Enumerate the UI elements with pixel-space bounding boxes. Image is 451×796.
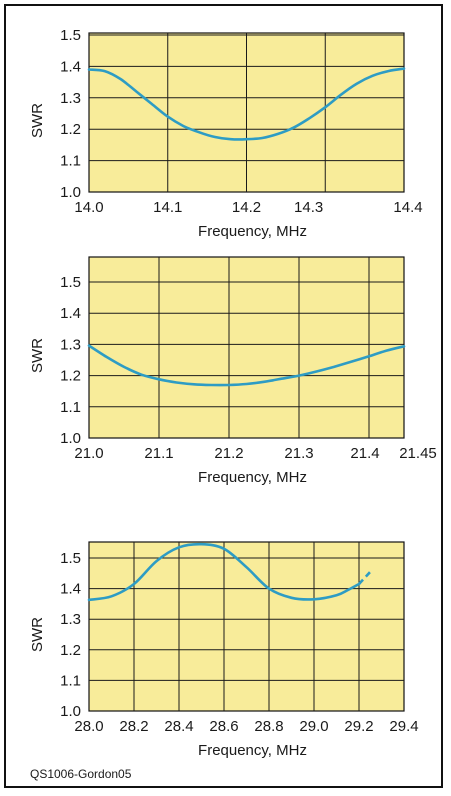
x-axis-title: Frequency, MHz [198, 223, 307, 240]
x-tick-label: 14.4 [393, 199, 422, 216]
y-tick-label: 1.4 [60, 581, 81, 598]
chart-3: 1.0 1.1 1.2 1.3 1.4 1.5 28.0 28.2 28.4 28.6 28.8 29… [29, 541, 419, 759]
y-tick-label: 1.0 [60, 703, 81, 720]
y-tick-label: 1.4 [60, 305, 81, 322]
x-tick-label: 14.1 [153, 199, 182, 216]
y-tick-label: 1.1 [60, 672, 81, 689]
y-tick-label: 1.5 [60, 274, 81, 291]
x-tick-label: 21.1 [144, 445, 173, 462]
x-tick-label: 28.8 [254, 718, 283, 735]
x-tick-label: 21.3 [284, 445, 313, 462]
x-axis-title: Frequency, MHz [198, 469, 307, 486]
y-tick-label: 1.1 [60, 399, 81, 416]
y-tick-label: 1.2 [60, 121, 81, 138]
y-tick-label: 1.3 [60, 611, 81, 628]
y-tick-label: 1.0 [60, 430, 81, 447]
y-tick-label: 1.5 [60, 550, 81, 567]
figure-credit: QS1006-Gordon05 [30, 767, 132, 781]
x-tick-label: 29.4 [389, 718, 418, 735]
y-tick-label: 1.2 [60, 642, 81, 659]
y-tick-label: 1.4 [60, 58, 81, 75]
x-tick-label: 28.6 [209, 718, 238, 735]
y-tick-label: 1.3 [60, 90, 81, 107]
x-tick-label: 14.2 [232, 199, 261, 216]
x-tick-label: 21.4 [350, 445, 379, 462]
x-tick-label: 29.0 [299, 718, 328, 735]
chart-1: 1.0 1.1 1.2 1.3 1.4 1.5 14.0 14.1 14.2 14.3 14.4 Fr… [29, 27, 423, 240]
x-tick-label: 28.0 [74, 718, 103, 735]
y-axis-title: SWR [29, 103, 46, 138]
y-axis-title: SWR [29, 617, 46, 652]
y-tick-label: 1.0 [60, 184, 81, 201]
swr-curve [87, 67, 406, 141]
x-axis-title: Frequency, MHz [198, 742, 307, 759]
x-tick-label: 21.45 [399, 445, 437, 462]
x-tick-label: 14.0 [74, 199, 103, 216]
chart-2: 1.0 1.1 1.2 1.3 1.4 1.5 21.0 21.1 21.2 21.3 21.4 21… [29, 256, 437, 486]
x-tick-label: 28.4 [164, 718, 193, 735]
x-tick-label: 21.2 [214, 445, 243, 462]
swr-curve [87, 344, 406, 387]
y-tick-label: 1.5 [60, 27, 81, 44]
x-tick-label: 21.0 [74, 445, 103, 462]
swr-curve-dashed [358, 570, 372, 585]
y-axis-title: SWR [29, 338, 46, 373]
y-tick-label: 1.1 [60, 153, 81, 170]
y-tick-label: 1.2 [60, 368, 81, 385]
x-tick-label: 29.2 [344, 718, 373, 735]
plot-area [88, 541, 405, 712]
swr-curve [87, 542, 361, 602]
x-tick-label: 28.2 [119, 718, 148, 735]
x-tick-label: 14.3 [294, 199, 323, 216]
y-tick-label: 1.3 [60, 336, 81, 353]
plot-area [88, 256, 405, 439]
